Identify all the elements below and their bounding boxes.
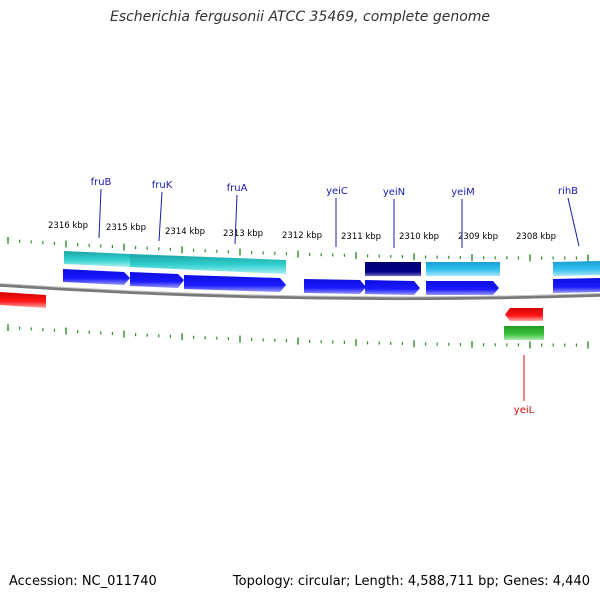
scale-label: 2315 kbp (106, 223, 146, 233)
cds-fruK[interactable] (130, 272, 184, 288)
gene-feature-yeiL[interactable] (504, 326, 544, 340)
cds-reverse (0, 292, 544, 340)
scale-labels: 2316 kbp 2315 kbp 2314 kbp 2313 kbp 2312 kbp… (48, 221, 556, 242)
gene-label-yeiL[interactable]: yeiL (514, 405, 535, 416)
gene-label-leader-fruB (98, 188, 102, 239)
scale-label: 2314 kbp (165, 227, 205, 237)
scale-label: 2311 kbp (341, 232, 381, 242)
gene-label-fruA[interactable]: fruA (227, 183, 248, 194)
gene-labels: fruB fruK fruA yeiC yeiN yeiM rihB yeiL (91, 177, 580, 416)
gene-label-fruK[interactable]: fruK (152, 180, 173, 191)
genome-backbone-highlight (0, 283, 600, 298)
accession-text: Accession: NC_011740 (9, 574, 157, 589)
gene-feature-yeiN[interactable] (365, 262, 421, 276)
summary-text: Topology: circular; Length: 4,588,711 bp… (232, 574, 590, 589)
cds-fruB[interactable] (63, 269, 130, 285)
cds-yeiL[interactable] (505, 308, 543, 321)
map-title: Escherichia fergusonii ATCC 35469, compl… (109, 9, 491, 25)
gene-label-yeiC[interactable]: yeiC (326, 186, 348, 197)
gene-label-yeiN[interactable]: yeiN (383, 187, 405, 198)
cds-fruA[interactable] (184, 275, 286, 292)
gene-label-leader-rihB (567, 197, 580, 247)
gene-label-yeiM[interactable]: yeiM (451, 187, 474, 198)
outer-tick-ring (7, 237, 589, 262)
cds-reverse-left[interactable] (0, 292, 46, 308)
gene-feature-fruB[interactable] (64, 251, 130, 267)
inner-tick-ring (7, 324, 589, 349)
scale-label: 2312 kbp (282, 231, 322, 241)
scale-label: 2310 kbp (399, 232, 439, 242)
scale-label: 2308 kbp (516, 232, 556, 242)
gene-feature-rihB[interactable] (553, 261, 600, 276)
gene-features-forward (64, 251, 600, 276)
gene-feature-yeiM[interactable] (426, 262, 500, 276)
genome-backbone (0, 283, 600, 301)
cds-yeiN[interactable] (365, 280, 420, 295)
scale-label: 2309 kbp (458, 232, 498, 242)
gene-feature-fruK-fruA[interactable] (130, 254, 286, 274)
scale-label: 2316 kbp (48, 221, 88, 231)
cds-yeiC[interactable] (304, 279, 366, 294)
gene-label-leader-fruK (158, 191, 163, 242)
gene-label-fruB[interactable]: fruB (91, 177, 112, 188)
scale-label: 2313 kbp (223, 229, 263, 239)
gene-label-rihB[interactable]: rihB (558, 186, 578, 197)
gene-label-leader-fruA (234, 194, 238, 245)
cds-rihB[interactable] (553, 278, 600, 293)
cds-forward (63, 269, 600, 295)
cds-yeiM[interactable] (426, 281, 499, 295)
